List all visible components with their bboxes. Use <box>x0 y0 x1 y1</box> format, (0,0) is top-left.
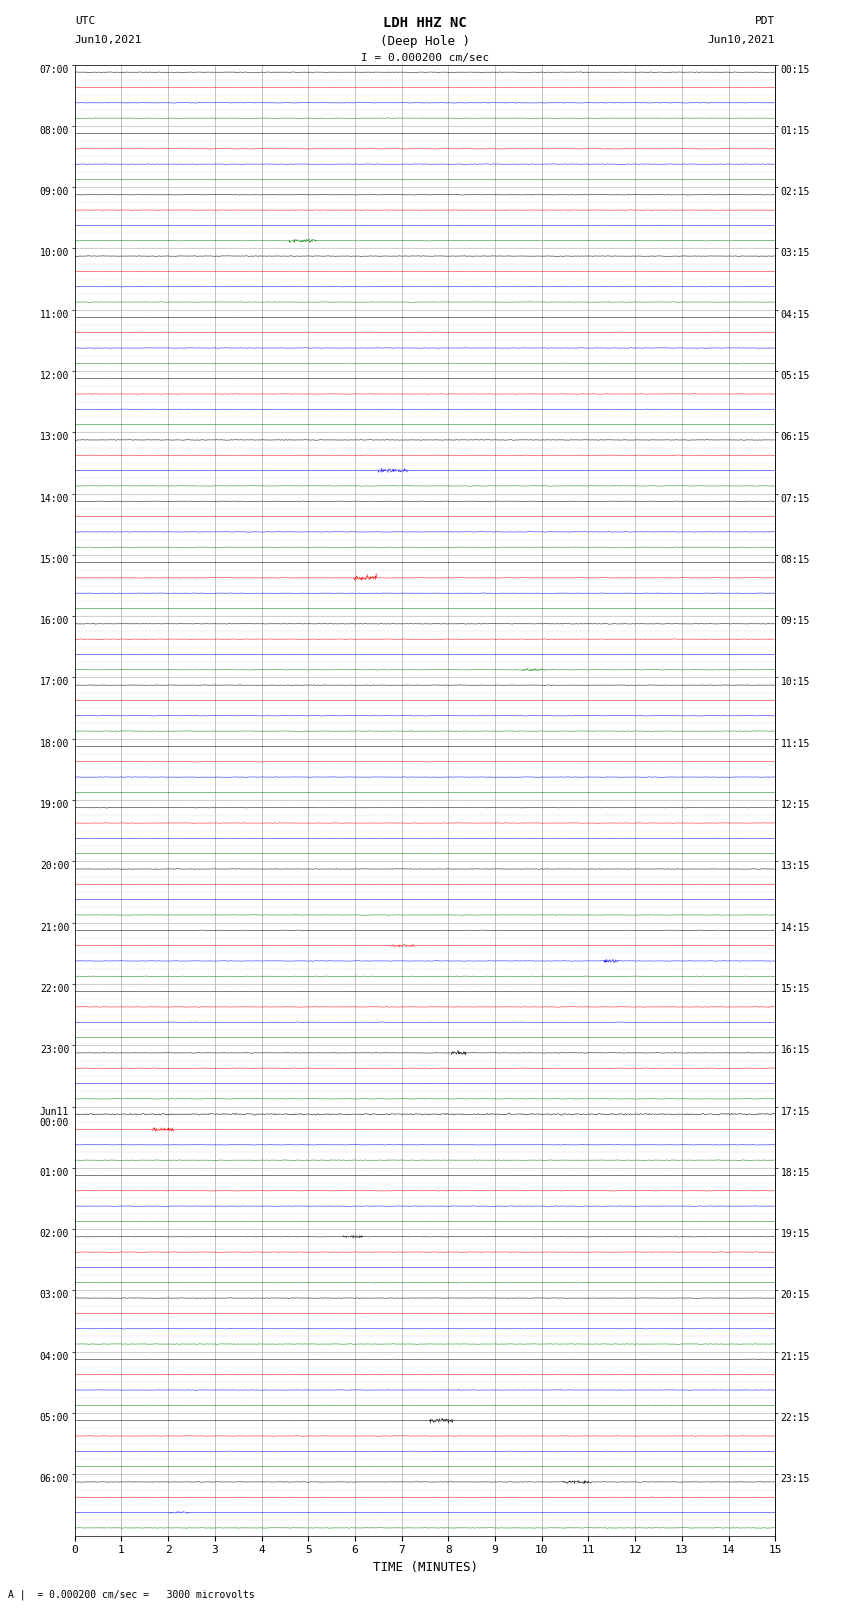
Text: PDT: PDT <box>755 16 775 26</box>
Text: (Deep Hole ): (Deep Hole ) <box>380 35 470 48</box>
Text: Jun10,2021: Jun10,2021 <box>75 35 142 45</box>
X-axis label: TIME (MINUTES): TIME (MINUTES) <box>372 1561 478 1574</box>
Text: UTC: UTC <box>75 16 95 26</box>
Text: Jun10,2021: Jun10,2021 <box>708 35 775 45</box>
Text: A |  = 0.000200 cm/sec =   3000 microvolts: A | = 0.000200 cm/sec = 3000 microvolts <box>8 1589 255 1600</box>
Text: LDH HHZ NC: LDH HHZ NC <box>383 16 467 31</box>
Text: I = 0.000200 cm/sec: I = 0.000200 cm/sec <box>361 53 489 63</box>
